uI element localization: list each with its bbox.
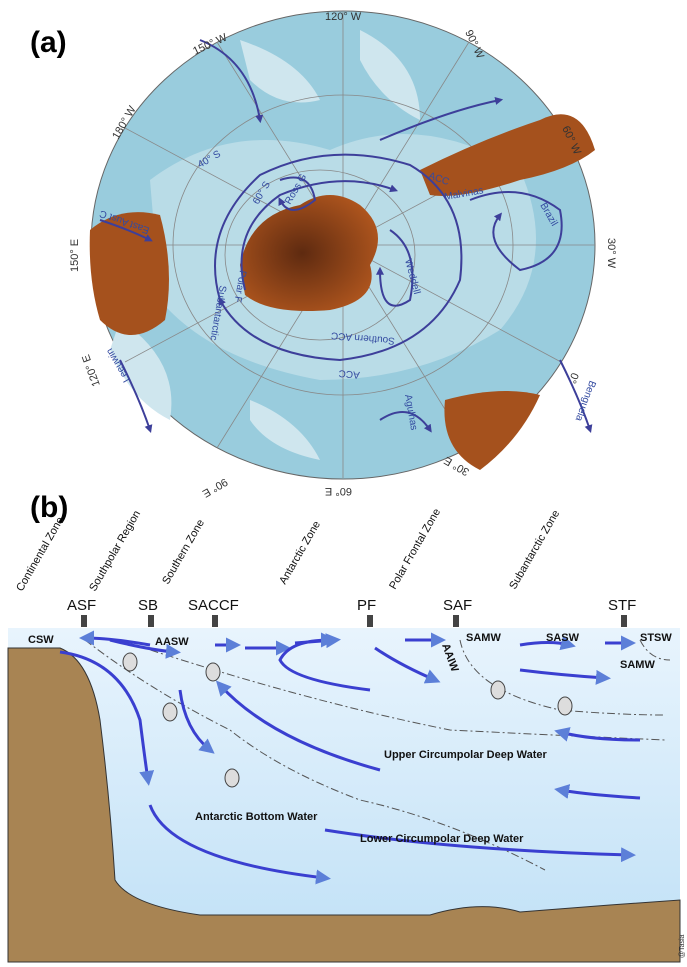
zone-label: Continental Zone	[14, 515, 66, 594]
lon-label: 120° E	[80, 353, 103, 388]
figure: (a) 120° W 150° W 90° W 180° W 60° W 150…	[0, 0, 687, 967]
water-mass: Lower Circumpolar Deep Water	[360, 833, 524, 845]
current-label: ACC	[338, 367, 360, 380]
africa	[444, 391, 540, 470]
front-label: PF	[357, 597, 376, 614]
panel-label: (a)	[30, 26, 67, 59]
zone-label: Polar Frontal Zone	[387, 507, 443, 592]
water-mass: SASW	[546, 632, 580, 644]
front-label: SAF	[443, 597, 472, 614]
zone-label: Subantarctic Zone	[507, 508, 562, 591]
credit: @Tasia	[679, 934, 686, 958]
water-mass: STSW	[640, 632, 672, 644]
water-mass: AASW	[155, 636, 189, 648]
water-mass: Antarctic Bottom Water	[195, 811, 318, 823]
front-label: ASF	[67, 597, 96, 614]
zone-label: Antarctic Zone	[277, 519, 323, 586]
water-mass: Upper Circumpolar Deep Water	[384, 749, 548, 761]
lon-label: 30° W	[605, 238, 617, 269]
zone-label: Southern Zone	[160, 517, 207, 586]
front-label: SB	[138, 597, 158, 614]
water-mass: CSW	[28, 634, 54, 646]
lon-label: 150° E	[69, 239, 81, 272]
front-label: STF	[608, 597, 636, 614]
current-label: Benguela	[573, 379, 598, 423]
lon-label: 60° E	[325, 485, 352, 497]
front-label: SACCF	[188, 597, 239, 614]
lon-label: 90° E	[200, 475, 229, 499]
zone-labels: Continental Zone Southpolar Region South…	[14, 507, 562, 594]
zone-label: Southpolar Region	[87, 509, 143, 594]
water-mass: SAMW	[466, 632, 501, 644]
lon-label: 0°	[566, 371, 581, 385]
lon-label: 120° W	[325, 11, 362, 23]
water-mass: SAMW	[620, 659, 655, 671]
fronts: ASF SB SACCF PF SAF STF	[67, 597, 636, 627]
